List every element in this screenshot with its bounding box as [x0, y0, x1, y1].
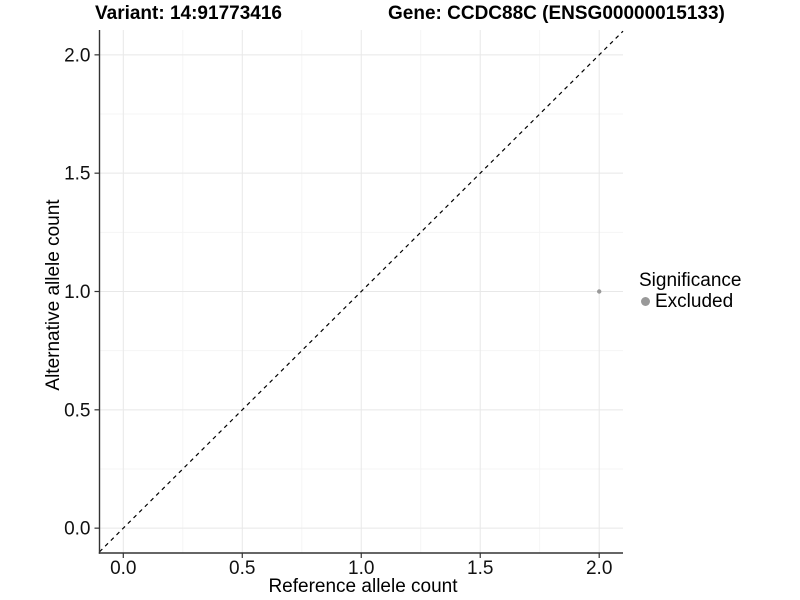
x-axis-title: Reference allele count: [268, 576, 458, 597]
x-tick-label: 0.5: [229, 558, 255, 579]
y-axis-title: Alternative allele count: [43, 199, 64, 391]
y-tick-label: 1.5: [64, 164, 90, 185]
x-tick-label: 1.5: [467, 558, 493, 579]
data-point: [597, 289, 602, 294]
identity-dashed-line: [99, 30, 624, 553]
legend-title: Significance: [639, 270, 742, 291]
plot-title-variant: Variant: 14:91773416: [95, 3, 282, 24]
x-tick-label: 1.0: [348, 558, 374, 579]
y-tick-label: 1.0: [64, 282, 90, 303]
legend-entry-label: Excluded: [655, 291, 734, 312]
y-tick-label: 0.5: [64, 400, 90, 421]
legend-entry-excluded: Excluded: [639, 291, 741, 312]
y-tick-label: 2.0: [64, 45, 90, 66]
y-tick-label: 0.0: [64, 519, 90, 540]
x-tick-label: 0.0: [110, 558, 136, 579]
legend: Significance Excluded: [639, 270, 741, 312]
plot-title-gene: Gene: CCDC88C (ENSG00000015133): [388, 3, 725, 24]
excluded-point-icon: [641, 297, 650, 306]
x-tick-label: 2.0: [586, 558, 612, 579]
